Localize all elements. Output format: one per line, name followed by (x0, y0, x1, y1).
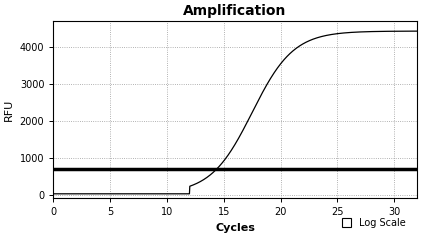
Legend: Log Scale: Log Scale (340, 216, 408, 230)
Y-axis label: RFU: RFU (4, 98, 14, 121)
X-axis label: Cycles: Cycles (215, 223, 255, 233)
Title: Amplification: Amplification (184, 4, 287, 18)
